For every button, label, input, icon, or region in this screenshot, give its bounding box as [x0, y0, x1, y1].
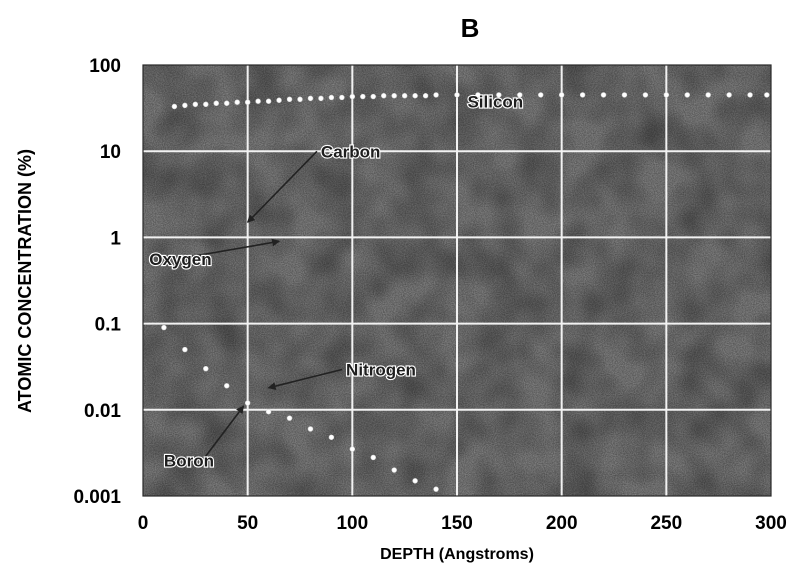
silicon-point: [764, 92, 770, 98]
silicon-point: [224, 100, 230, 106]
y-tick-label: 100: [89, 56, 121, 77]
nitrogen-point: [349, 446, 356, 452]
silicon-point: [621, 92, 628, 98]
silicon-point: [454, 92, 460, 98]
nitrogen-point: [307, 426, 314, 432]
nitrogen-point: [370, 454, 376, 461]
silicon-point: [203, 101, 209, 108]
silicon-point: [422, 93, 429, 99]
nitrogen-point: [203, 365, 209, 372]
nitrogen-point: [224, 383, 230, 389]
silicon-point: [663, 92, 670, 98]
silicon-point: [255, 98, 261, 104]
oxygen-label: Oxygen: [149, 250, 211, 269]
silicon-point: [370, 93, 376, 100]
data-markers: [161, 92, 770, 492]
plot-frame: [142, 64, 772, 497]
y-tick-label: 1: [110, 228, 121, 249]
nitrogen-point: [244, 400, 251, 406]
silicon-point: [475, 92, 481, 98]
silicon-point: [412, 93, 418, 99]
silicon-point: [433, 92, 439, 98]
silicon-point: [213, 100, 219, 106]
silicon-point: [579, 92, 586, 98]
x-tick-label: 200: [546, 513, 578, 534]
nitrogen-point: [328, 434, 335, 440]
label-arrows: [189, 150, 343, 459]
silicon-point: [328, 94, 335, 101]
nitrogen-point: [265, 409, 272, 415]
silicon-point: [496, 92, 502, 98]
y-tick-label: 10: [100, 142, 121, 163]
x-tick-labels: 0 50 100 150 200 250 300: [138, 513, 787, 534]
x-tick-label: 150: [441, 513, 473, 534]
silicon-point: [705, 92, 711, 98]
silicon-point: [684, 92, 690, 98]
silicon-point: [558, 92, 565, 98]
nitrogen-point: [182, 346, 188, 353]
y-tick-labels: 100 10 1 0.1 0.01 0.001: [73, 56, 121, 508]
nitrogen-point: [433, 486, 439, 492]
silicon-point: [381, 93, 387, 99]
x-tick-label: 50: [237, 513, 258, 534]
silicon-point: [286, 96, 293, 103]
grid: [143, 65, 771, 496]
nitrogen-point: [286, 415, 293, 421]
silicon-point: [391, 93, 397, 99]
x-axis-title: DEPTH (Angstroms): [380, 546, 534, 563]
silicon-point: [600, 92, 607, 98]
silicon-point: [182, 102, 188, 109]
carbon-label: Carbon: [321, 142, 381, 161]
silicon-point: [726, 92, 732, 98]
boron-arrow: [203, 405, 245, 459]
silicon-point: [192, 101, 199, 108]
x-tick-label: 300: [755, 513, 787, 534]
silicon-point: [318, 95, 324, 102]
silicon-point: [234, 99, 240, 105]
silicon-point: [307, 95, 314, 102]
x-tick-label: 250: [650, 513, 682, 534]
silicon-point: [265, 98, 272, 104]
y-tick-label: 0.001: [73, 487, 121, 508]
silicon-point: [244, 99, 251, 105]
silicon-point: [642, 92, 649, 98]
y-axis-title: ATOMIC CONCENTRATION (%): [15, 149, 35, 413]
nitrogen-point: [161, 324, 167, 331]
silicon-label: Silicon: [467, 93, 523, 112]
silicon-point: [297, 96, 303, 103]
oxygen-arrow: [189, 238, 281, 258]
nitrogen-label: Nitrogen: [346, 360, 416, 379]
y-tick-label: 0.1: [95, 315, 122, 336]
x-tick-label: 100: [336, 513, 368, 534]
silicon-point: [747, 92, 753, 98]
silicon-point: [517, 92, 523, 98]
silicon-point: [401, 93, 408, 99]
nitrogen-point: [412, 478, 418, 484]
silicon-point: [339, 94, 345, 101]
boron-label: Boron: [164, 451, 214, 470]
silicon-point: [360, 93, 366, 100]
panel-letter: B: [461, 13, 480, 43]
silicon-point: [276, 97, 282, 103]
nitrogen-point: [391, 467, 397, 473]
silicon-point: [349, 93, 356, 100]
silicon-point: [171, 103, 178, 110]
silicon-point: [538, 92, 544, 98]
series-labels: Silicon Carbon Oxygen Nitrogen Boron: [148, 92, 524, 472]
nitrogen-arrow: [267, 368, 343, 390]
x-tick-label: 0: [138, 513, 149, 534]
y-tick-label: 0.01: [84, 401, 121, 422]
carbon-arrow: [246, 150, 318, 223]
